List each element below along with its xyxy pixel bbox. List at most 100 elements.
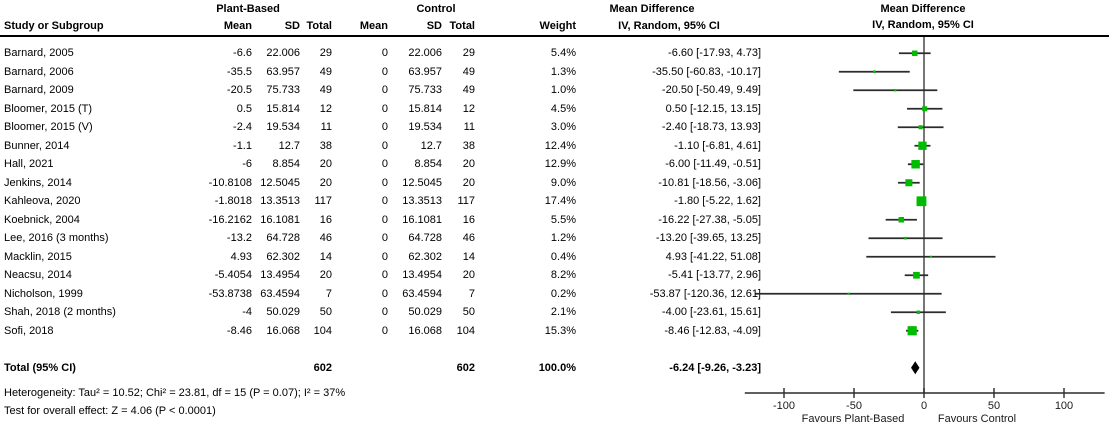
plant-sd-cell: 13.4954	[260, 269, 300, 281]
control-total-cell: 46	[462, 232, 475, 244]
study-name: Barnard, 2005	[4, 47, 74, 59]
plant-mean-cell: -2.4	[233, 121, 252, 133]
control-sd-cell: 16.068	[408, 324, 442, 337]
plant-sd-cell: 64.728	[266, 232, 300, 244]
plant-total-cell: 602	[313, 361, 332, 374]
study-name: Barnard, 2009	[4, 84, 74, 96]
control-mean-cell: 0	[381, 65, 388, 78]
control-mean-cell: 0	[381, 158, 388, 170]
weight-cell: 1.2%	[550, 232, 576, 244]
heterogeneity-stats: Heterogeneity: Tau² = 10.52; Chi² = 23.8…	[4, 387, 346, 399]
study-row: Barnard, 2005 -6.6 22.006 29 0 22.006 29 5.4% -6…	[4, 44, 762, 63]
control-total-cell: 20	[462, 176, 475, 189]
plant-mean-cell: -16.2162	[208, 213, 252, 226]
weight-cell: 15.3%	[544, 324, 576, 337]
effect-square	[847, 292, 850, 295]
plant-mean-cell: 0.5	[236, 102, 252, 115]
study-name: Total (95% CI)	[4, 361, 76, 374]
md-ci-cell: -2.40 [-18.73, 13.93]	[661, 121, 761, 133]
md-column-title: Mean Difference	[609, 3, 695, 15]
control-total-cell: 50	[462, 306, 475, 318]
weight-cell: 100.0%	[538, 361, 576, 374]
md-ci-cell: -1.80 [-5.22, 1.62]	[674, 195, 761, 207]
study-row: Koebnick, 2004 -16.2162 16.1081 16 0 16.1081 1…	[4, 211, 762, 230]
effect-square	[913, 271, 920, 279]
weight-cell: 4.5%	[550, 102, 576, 115]
plant-sd-cell: 15.814	[266, 102, 300, 115]
col-header-control-total: Total	[449, 20, 475, 32]
plant-mean-cell: -13.2	[226, 232, 252, 244]
plant-sd-cell: 12.7	[278, 139, 300, 152]
control-mean-cell: 0	[381, 324, 388, 337]
col-header-control-sd: SD	[426, 20, 442, 32]
plant-mean-cell: -1.8018	[214, 195, 252, 207]
study-row: Jenkins, 2014 -10.8108 12.5045 20 0 12.5045 20…	[4, 174, 762, 193]
plant-mean-cell: -20.5	[226, 84, 252, 96]
group-header-plant-based: Plant-Based	[216, 3, 280, 15]
weight-cell: 1.3%	[550, 65, 576, 78]
control-sd-cell: 63.957	[408, 65, 442, 78]
weight-cell: 5.4%	[550, 47, 576, 59]
weight-cell: 17.4%	[544, 195, 576, 207]
study-name: Shah, 2018 (2 months)	[4, 306, 116, 318]
total-diamond	[911, 361, 920, 375]
effect-square	[872, 70, 876, 74]
plant-sd-cell: 22.006	[266, 47, 300, 59]
x-tick-label: -50	[846, 400, 862, 412]
plant-sd-cell: 62.302	[266, 250, 300, 263]
control-mean-cell: 0	[381, 176, 388, 189]
x-tick-label: 100	[1055, 400, 1073, 412]
control-total-cell: 11	[463, 121, 475, 133]
plant-sd-cell: 13.3513	[260, 195, 300, 207]
control-sd-cell: 15.814	[408, 102, 442, 115]
plant-mean-cell: -10.8108	[208, 176, 252, 189]
study-name: Neacsu, 2014	[4, 269, 72, 281]
effect-square	[918, 141, 927, 150]
control-sd-cell: 62.302	[408, 250, 442, 263]
effect-square	[912, 50, 918, 56]
control-total-cell: 14	[462, 250, 475, 263]
plant-total-cell: 16	[319, 213, 332, 226]
study-row: Bunner, 2014 -1.1 12.7 38 0 12.7 38 12.4% -1.10 …	[4, 137, 762, 156]
study-name: Bloomer, 2015 (V)	[4, 121, 93, 133]
study-row: Bloomer, 2015 (V) -2.4 19.534 11 0 19.534 11 3.…	[4, 118, 762, 137]
plant-total-cell: 12	[319, 102, 332, 115]
plant-total-cell: 50	[319, 306, 332, 318]
control-total-cell: 104	[456, 324, 475, 337]
control-mean-cell: 0	[381, 84, 388, 96]
weight-cell: 0.2%	[550, 287, 576, 300]
study-row: Macklin, 2015 4.93 62.302 14 0 62.302 14 0.4% 4.…	[4, 248, 762, 267]
md-ci-cell: -4.00 [-23.61, 15.61]	[661, 306, 761, 318]
md-ci-cell: -10.81 [-18.56, -3.06]	[658, 176, 761, 189]
control-total-cell: 49	[462, 84, 475, 96]
plant-total-cell: 20	[319, 269, 332, 281]
plant-sd-cell: 19.534	[266, 121, 300, 133]
plant-mean-cell: -8.46	[226, 324, 252, 337]
study-name: Hall, 2021	[4, 158, 54, 170]
effect-square	[918, 125, 923, 130]
effect-square	[916, 310, 921, 314]
weight-cell: 12.4%	[544, 139, 576, 152]
plant-total-cell: 20	[319, 176, 332, 189]
effect-square	[907, 326, 917, 336]
effect-square	[898, 216, 905, 223]
control-sd-cell: 50.029	[408, 306, 442, 318]
col-header-plant-mean: Mean	[223, 20, 252, 32]
study-row: Hall, 2021 -6 8.854 20 0 8.854 20 12.9% -6.00 [-…	[4, 155, 762, 174]
study-row: Lee, 2016 (3 months) -13.2 64.728 46 0 64.728…	[4, 229, 762, 248]
group-header-control: Control	[416, 3, 456, 15]
control-total-cell: 12	[462, 102, 475, 115]
md-ci-cell: -20.50 [-50.49, 9.49]	[661, 84, 761, 96]
control-sd-cell: 22.006	[408, 47, 442, 59]
plant-mean-cell: -6.6	[233, 47, 252, 59]
control-mean-cell: 0	[381, 213, 388, 226]
plant-mean-cell: -35.5	[226, 65, 252, 78]
plot-title: Mean Difference	[880, 3, 966, 15]
control-sd-cell: 12.7	[420, 139, 442, 152]
control-sd-cell: 13.4954	[402, 269, 442, 281]
control-mean-cell: 0	[381, 102, 388, 115]
control-total-cell: 7	[468, 287, 475, 300]
plant-total-cell: 117	[314, 195, 332, 207]
weight-cell: 9.0%	[550, 176, 576, 189]
